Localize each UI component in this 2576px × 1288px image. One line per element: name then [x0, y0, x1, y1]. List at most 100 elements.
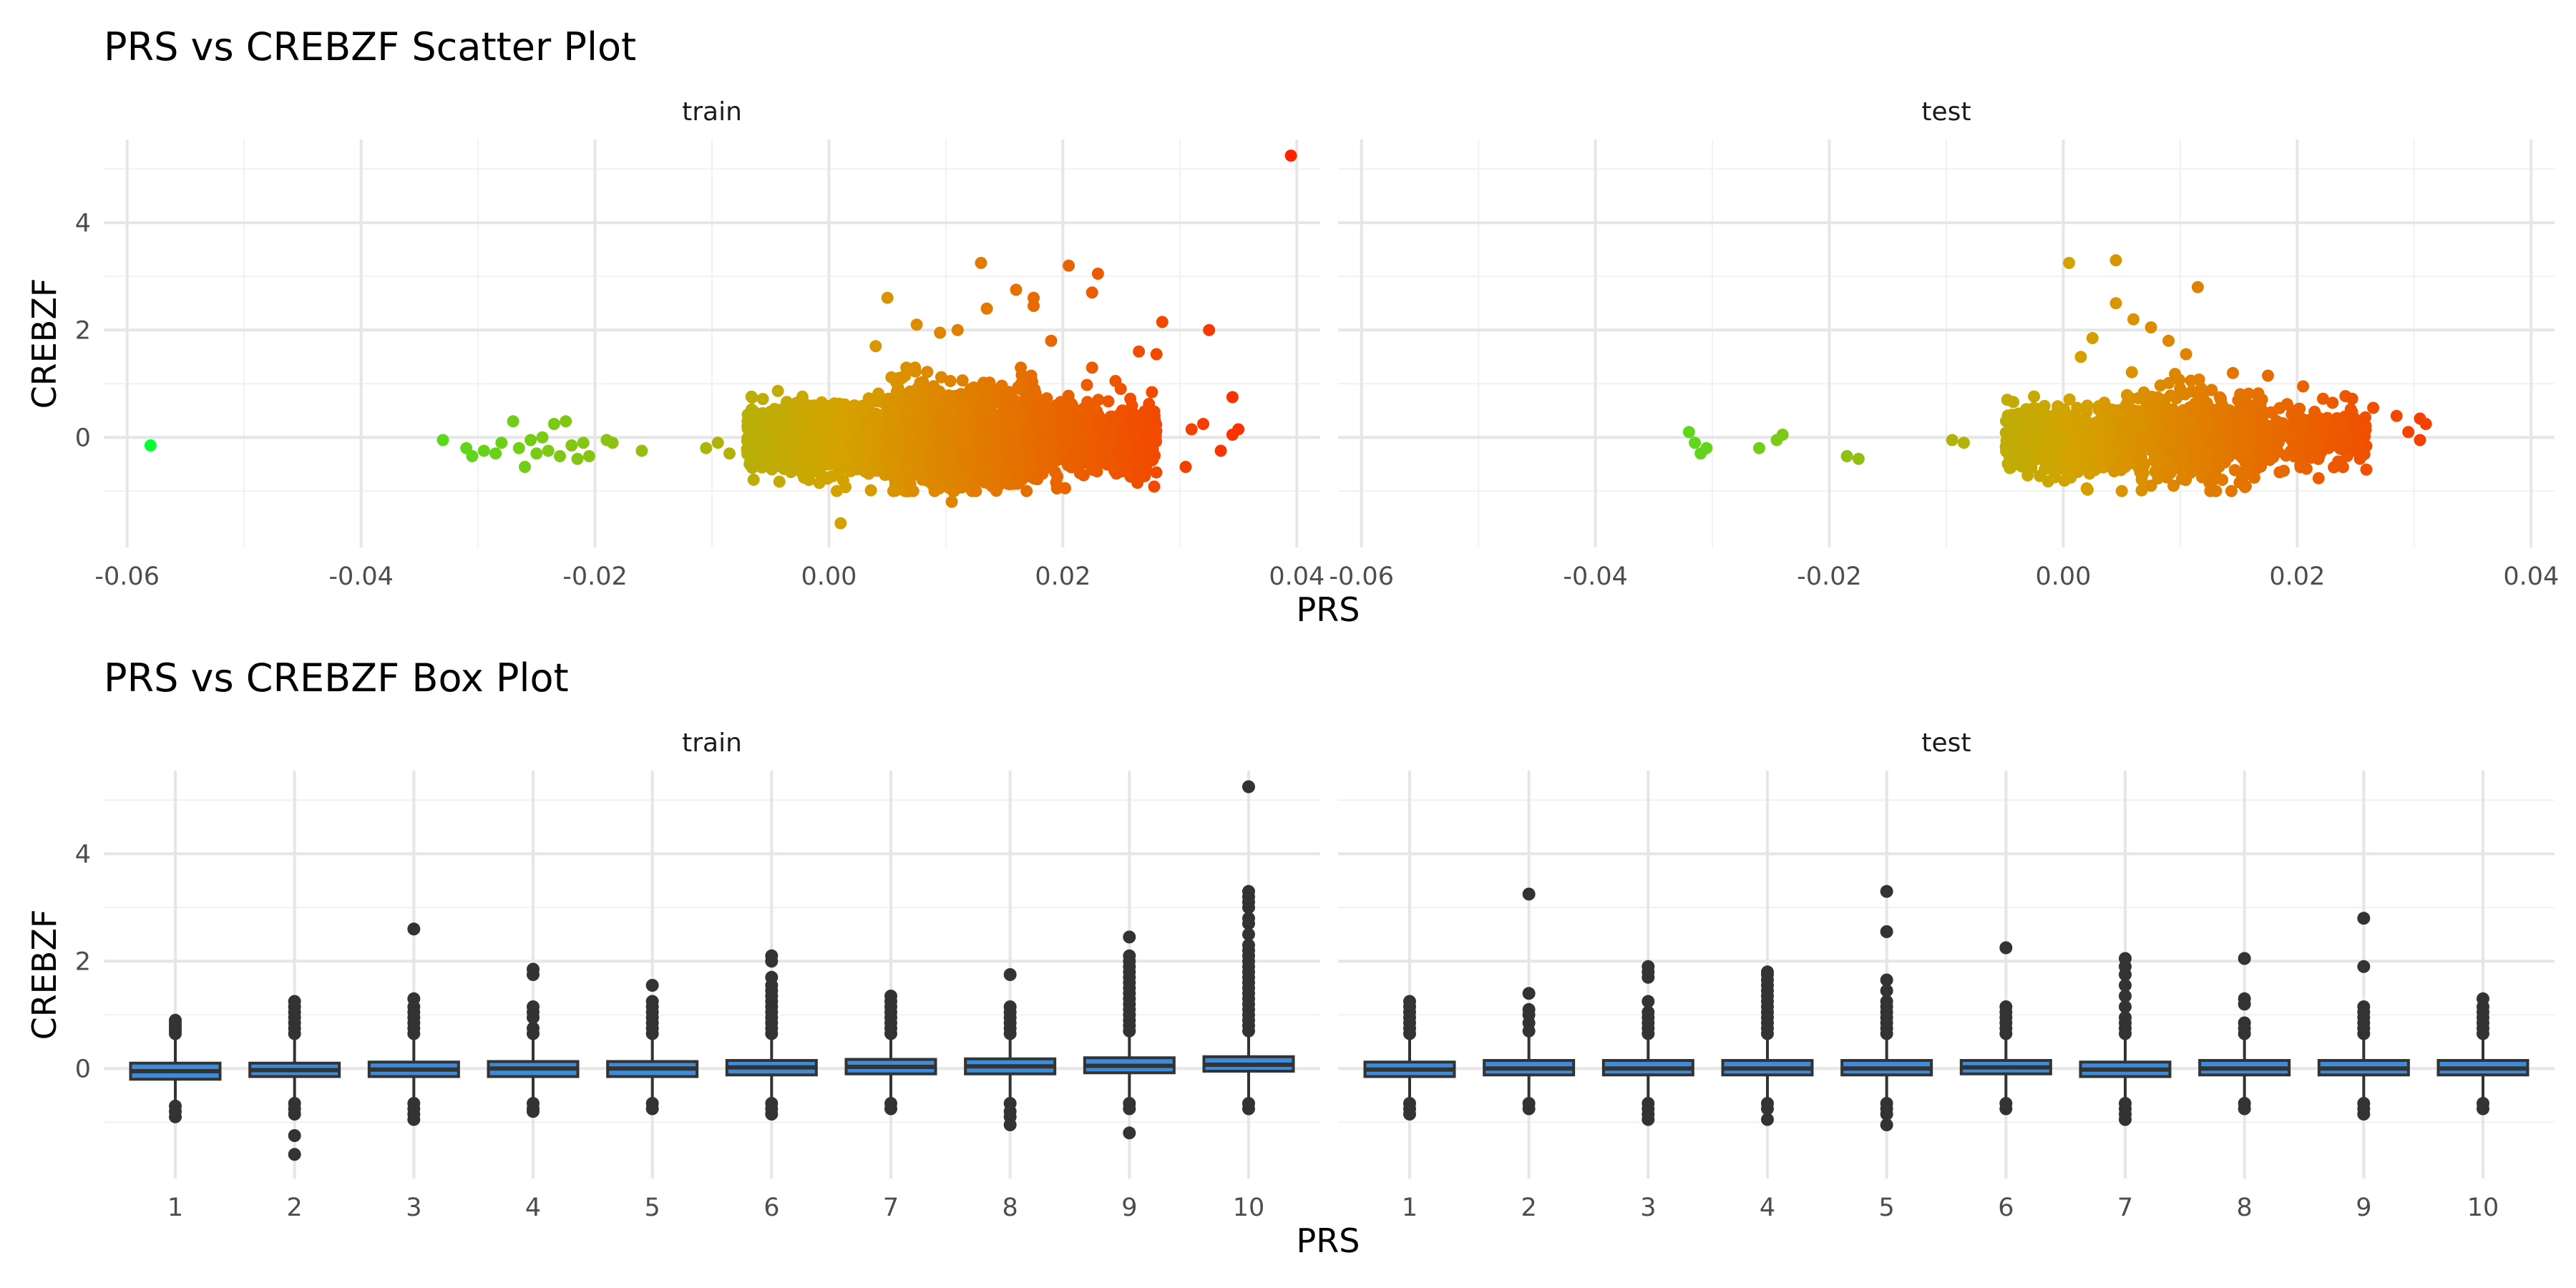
- scatter-point: [790, 434, 802, 447]
- scatter-point: [1002, 407, 1015, 420]
- scatter-point: [995, 390, 1008, 403]
- scatter-point: [931, 403, 943, 416]
- scatter-point: [1145, 436, 1157, 449]
- scatter-point: [1133, 345, 1146, 358]
- scatter-point: [2015, 457, 2028, 469]
- scatter-point: [1048, 424, 1061, 436]
- scatter-panel-test: -0.06 -0.04 -0.02 0.00 0.02 0.04: [1329, 140, 2559, 591]
- scatter-point: [754, 432, 767, 445]
- scatter-point: [921, 366, 934, 379]
- scatter-point: [507, 415, 519, 428]
- scatter-point: [990, 451, 1002, 464]
- scatter-point: [773, 475, 786, 488]
- scatter-point: [2104, 447, 2117, 460]
- scatter-point: [2213, 391, 2226, 404]
- scatter-point: [775, 431, 787, 444]
- scatter-point: [771, 384, 784, 397]
- scatter-point: [934, 326, 947, 339]
- scatter-point: [1002, 477, 1014, 490]
- scatter-point: [983, 376, 996, 389]
- scatter-point: [967, 391, 980, 404]
- scatter-point: [853, 451, 866, 464]
- scatter-point: [794, 465, 807, 478]
- x-tick-label: 0.00: [2035, 562, 2091, 591]
- scatter-point: [1009, 458, 1022, 471]
- scatter-point: [2001, 394, 2014, 406]
- scatter-point: [577, 436, 590, 449]
- scatter-point: [1016, 406, 1029, 419]
- scatter-y-axis-title: CREBZF: [25, 278, 64, 409]
- scatter-point: [1102, 395, 1115, 408]
- scatter-point: [1197, 418, 1209, 430]
- scatter-point: [869, 457, 882, 470]
- scatter-point: [970, 484, 982, 497]
- scatter-point: [942, 389, 955, 402]
- scatter-point: [1185, 423, 1198, 436]
- scatter-point: [987, 460, 1000, 473]
- scatter-point: [1028, 300, 1040, 312]
- scatter-point: [547, 418, 560, 430]
- scatter-point: [844, 404, 857, 416]
- scatter-point: [536, 431, 549, 444]
- scatter-point: [144, 439, 157, 452]
- scatter-point: [897, 391, 909, 404]
- scatter-point: [1020, 484, 1033, 497]
- x-tick-label: 0.00: [801, 562, 857, 591]
- scatter-point: [2046, 448, 2059, 460]
- scatter-point: [834, 463, 847, 476]
- scatter-point: [776, 449, 789, 462]
- scatter-point: [804, 465, 816, 478]
- scatter-point: [764, 426, 777, 439]
- scatter-point: [542, 444, 555, 457]
- scatter-point: [985, 433, 997, 446]
- scatter-point: [466, 450, 479, 462]
- scatter-point: [1085, 361, 1098, 374]
- scatter-point: [770, 416, 783, 429]
- scatter-point: [888, 431, 901, 444]
- scatter-point: [832, 423, 845, 436]
- scatter-point: [980, 302, 993, 315]
- scatter-point: [1081, 396, 1094, 409]
- scatter-point: [994, 424, 1007, 436]
- scatter-point: [436, 434, 449, 447]
- scatter-point: [554, 450, 566, 462]
- scatter-point: [934, 453, 947, 466]
- scatter-point: [955, 430, 968, 443]
- scatter-point: [1000, 463, 1013, 476]
- scatter-point: [1109, 375, 1122, 387]
- scatter-facet-label-test: test: [1921, 97, 1971, 127]
- scatter-point: [565, 439, 578, 452]
- scatter-point: [947, 406, 960, 419]
- x-tick-label: -0.02: [562, 562, 628, 591]
- scatter-point: [1042, 442, 1055, 455]
- scatter-point: [918, 434, 930, 447]
- scatter-point: [955, 481, 968, 494]
- scatter-point: [910, 318, 923, 331]
- scatter-point: [723, 447, 736, 460]
- scatter-point: [1148, 480, 1161, 493]
- scatter-point: [1022, 389, 1035, 402]
- scatter-point: [1156, 316, 1169, 328]
- scatter-point: [794, 416, 807, 429]
- scatter-point: [2024, 440, 2036, 453]
- scatter-point: [975, 465, 988, 478]
- scatter-point: [992, 479, 1005, 492]
- scatter-point: [802, 399, 815, 412]
- scatter-point: [582, 450, 595, 462]
- scatter-point: [1214, 444, 1227, 457]
- scatter-point: [1131, 477, 1144, 489]
- scatter-point: [935, 416, 948, 429]
- scatter-point: [815, 396, 828, 409]
- scatter-point: [1020, 436, 1033, 449]
- scatter-point: [924, 467, 936, 479]
- scatter-facet-label-train: train: [682, 97, 742, 127]
- scatter-point: [899, 457, 912, 470]
- scatter-point: [958, 471, 971, 484]
- scatter-point: [1022, 447, 1035, 460]
- scatter-point: [796, 390, 809, 403]
- scatter-point: [1150, 348, 1163, 361]
- scatter-point: [867, 410, 879, 423]
